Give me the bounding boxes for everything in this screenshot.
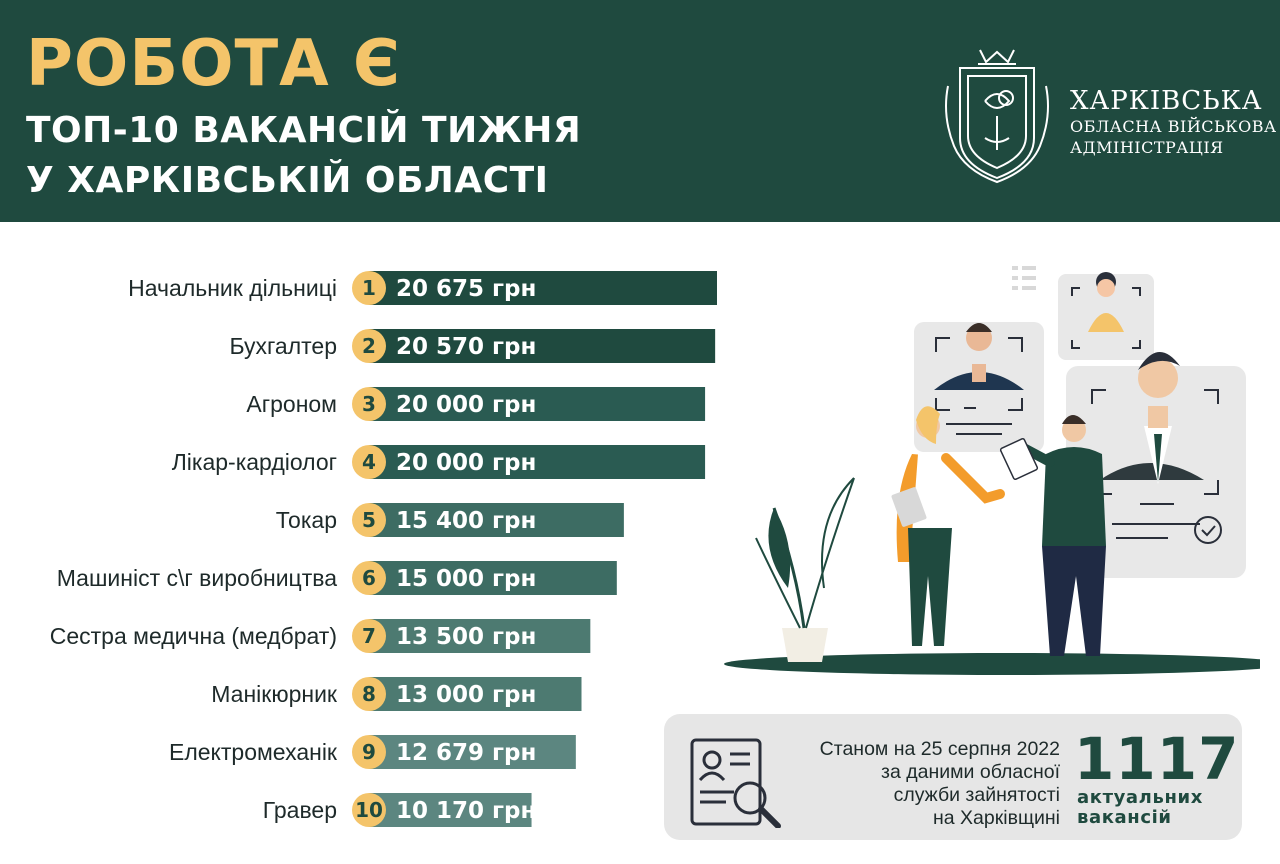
rank-badge-6: [352, 561, 386, 595]
rank-number-9: 9: [362, 740, 376, 764]
job-label-10: Гравер: [263, 797, 337, 823]
bar-8: [369, 677, 582, 711]
rank-number-6: 6: [362, 566, 376, 590]
info-text: Станом на 25 серпня 2022 за даними облас…: [740, 738, 1060, 830]
salary-label-1: 20 675 грн: [396, 276, 536, 302]
rank-badge-3: [352, 387, 386, 421]
vacancy-bar-chart: 1 Начальник дільниці 20 675 грн 2 Бухгалтер 2…: [50, 271, 717, 827]
recruitment-illustration: [724, 266, 1260, 675]
bar-3: [369, 387, 706, 421]
man-figure: [999, 415, 1106, 656]
bar-4: [369, 445, 706, 479]
rank-number-4: 4: [362, 450, 376, 474]
info-text-line2: за даними обласної: [881, 761, 1060, 783]
salary-label-5: 15 400 грн: [396, 508, 536, 534]
page-subtitle-line2: У ХАРКІВСЬКІЙ ОБЛАСТІ: [26, 160, 549, 201]
rank-number-2: 2: [362, 334, 376, 358]
bar-1: [369, 271, 717, 305]
profile-card-man-large: [1066, 351, 1246, 578]
rank-badge-2: [352, 329, 386, 363]
rank-number-10: 10: [355, 798, 383, 822]
salary-label-7: 13 500 грн: [396, 624, 536, 650]
page-subtitle-line1: ТОП-10 ВАКАНСІЙ ТИЖНЯ: [26, 110, 582, 151]
woman-figure: [891, 406, 1005, 646]
org-name-line3: АДМІНІСТРАЦІЯ: [1070, 138, 1224, 157]
bar-2: [369, 329, 716, 363]
page-title: РОБОТА Є: [26, 27, 401, 101]
bar-6: [369, 561, 617, 595]
salary-label-4: 20 000 грн: [396, 450, 536, 476]
rank-badge-9: [352, 735, 386, 769]
info-text-line4: на Харківщині: [933, 807, 1060, 829]
rank-badge-10: [352, 793, 386, 827]
rank-badge-7: [352, 619, 386, 653]
bar-5: [369, 503, 624, 537]
ground-shadow: [724, 653, 1260, 675]
job-label-6: Машиніст с\г виробництва: [57, 565, 337, 591]
job-label-7: Сестра медична (медбрат): [50, 623, 337, 649]
bar-9: [369, 735, 576, 769]
salary-label-9: 12 679 грн: [396, 740, 536, 766]
rank-number-3: 3: [362, 392, 376, 416]
org-name-line1: ХАРКІВСЬКА: [1070, 86, 1263, 116]
job-label-8: Манікюрник: [211, 681, 338, 707]
rank-badge-4: [352, 445, 386, 479]
rank-number-1: 1: [362, 276, 376, 300]
rank-badge-1: [352, 271, 386, 305]
job-label-3: Агроном: [246, 391, 337, 417]
salary-label-3: 20 000 грн: [396, 392, 536, 418]
resume-search-icon: [690, 738, 781, 828]
vacancy-count-label-line1: актуальних: [1077, 787, 1203, 808]
plant-decoration: [755, 477, 855, 662]
salary-label-6: 15 000 грн: [396, 566, 536, 592]
rank-number-5: 5: [362, 508, 376, 532]
rank-number-7: 7: [362, 624, 376, 648]
job-label-1: Начальник дільниці: [128, 275, 337, 301]
kharkiv-crest-icon: [945, 49, 1049, 184]
profile-card-woman: [1058, 272, 1154, 360]
bar-7: [369, 619, 591, 653]
org-name-line2: ОБЛАСНА ВІЙСЬКОВА: [1070, 117, 1277, 136]
bar-10: [369, 793, 532, 827]
job-label-4: Лікар-кардіолог: [172, 449, 337, 475]
salary-label-10: 10 170 грн: [396, 798, 536, 824]
rank-number-8: 8: [362, 682, 376, 706]
rank-badge-5: [352, 503, 386, 537]
vacancy-count-label-line2: вакансій: [1077, 807, 1172, 828]
rank-badge-8: [352, 677, 386, 711]
job-label-5: Токар: [276, 507, 337, 533]
salary-label-8: 13 000 грн: [396, 682, 536, 708]
org-name: ХАРКІВСЬКА ОБЛАСНА ВІЙСЬКОВА АДМІНІСТРАЦ…: [1070, 86, 1277, 158]
info-text-line1: Станом на 25 серпня 2022: [819, 738, 1060, 760]
job-label-2: Бухгалтер: [229, 333, 337, 359]
vacancy-count-label: актуальних вакансій: [1077, 788, 1203, 828]
profile-card-man: [914, 322, 1044, 452]
info-text-line3: служби зайнятості: [893, 784, 1060, 806]
header-banner: РОБОТА Є ТОП-10 ВАКАНСІЙ ТИЖНЯ У ХАРКІВС…: [0, 0, 1280, 222]
vacancy-count: 1117: [1074, 725, 1240, 793]
salary-label-2: 20 570 грн: [396, 334, 536, 360]
list-icon: [1012, 266, 1036, 290]
job-label-9: Електромеханік: [169, 739, 338, 765]
